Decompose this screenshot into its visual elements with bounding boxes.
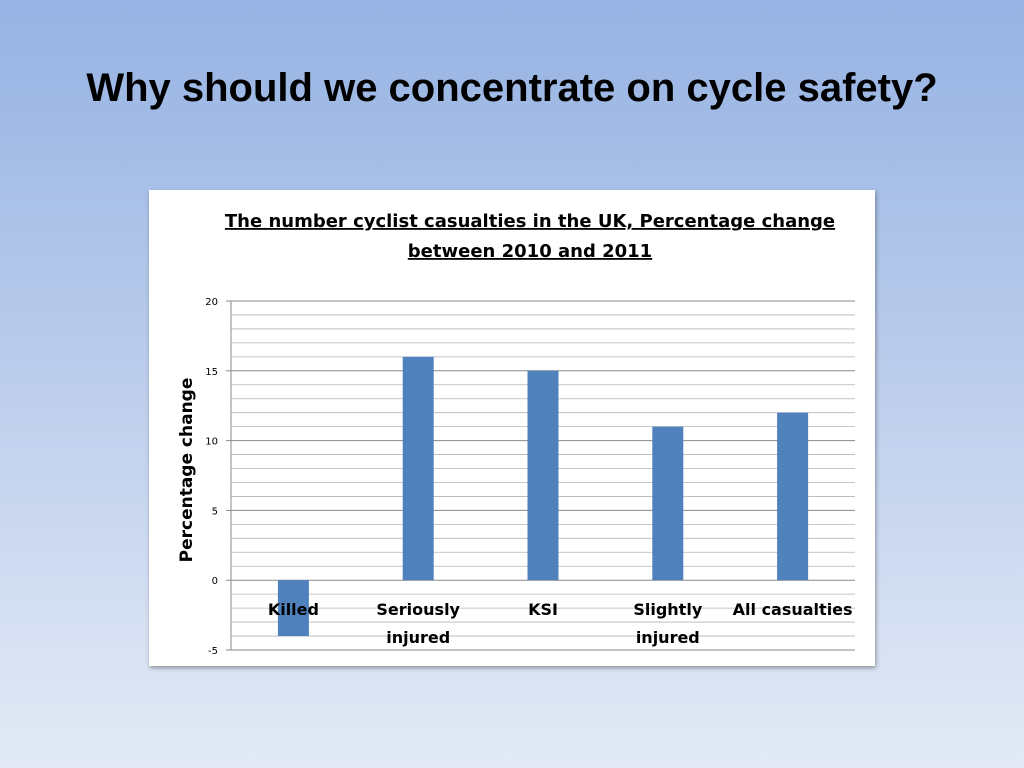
y-tick-label: 15 [205, 367, 218, 378]
y-tick-label: 0 [212, 576, 218, 587]
bar [527, 370, 559, 581]
y-tick-label: 20 [205, 297, 218, 308]
bar-chart: The number cyclist casualties in the UK,… [177, 211, 855, 657]
bar [777, 412, 809, 581]
bar [277, 580, 309, 637]
category-labels: Killed Seriously injured KSI Slightly injured… [268, 600, 853, 647]
y-tick-label: 5 [212, 506, 218, 517]
chart-title-line-1: The number cyclist casualties in the UK,… [225, 211, 835, 232]
y-axis-title: Percentage change [177, 378, 197, 563]
chart-panel: The number cyclist casualties in the UK,… [149, 190, 875, 666]
category-label: Killed [268, 600, 319, 619]
bar [402, 356, 434, 581]
chart-title-line-2: between 2010 and 2011 [408, 241, 652, 262]
category-label: Slightly injured [633, 600, 702, 647]
category-label: KSI [528, 600, 558, 619]
slide-title: Why should we concentrate on cycle safet… [86, 66, 938, 110]
category-label: All casualties [733, 600, 853, 619]
bars [277, 356, 809, 637]
y-tick-labels: -5 0 5 10 15 20 [205, 297, 218, 657]
category-label: Seriously injured [376, 600, 460, 647]
bar [652, 426, 684, 581]
y-tick-label: -5 [208, 646, 218, 657]
y-tick-label: 10 [205, 437, 218, 448]
